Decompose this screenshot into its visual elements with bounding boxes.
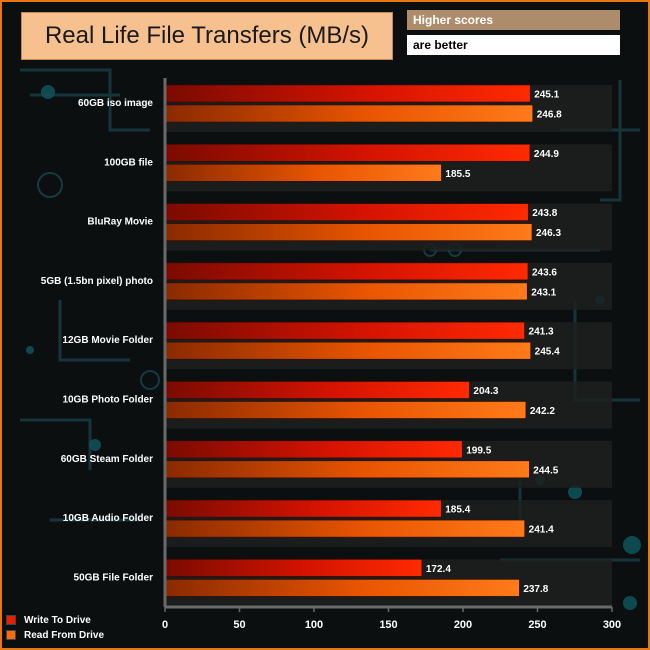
value-label-write: 185.4 [445,505,470,516]
legend-swatch-write [6,615,16,625]
bar-write [164,440,463,459]
value-label-write: 243.8 [532,208,557,219]
value-label-write: 172.4 [426,564,451,575]
legend-label-write: Write To Drive [24,614,91,626]
value-label-read: 244.5 [533,465,558,476]
category-label: 5GB (1.5bn pixel) photo [41,276,153,287]
x-tick-label: 150 [379,619,397,631]
are-better-note: are better [407,35,620,55]
bar-read [164,579,520,597]
value-label-read: 185.5 [445,169,470,180]
higher-scores-note: Higher scores [407,10,620,30]
bar-read [164,104,534,123]
value-label-read: 242.2 [530,406,555,417]
value-label-read: 243.1 [531,287,556,298]
x-tick-label: 250 [528,619,546,631]
bar-read [164,460,530,479]
bar-write [164,144,531,162]
legend-swatch-read [6,630,16,640]
category-label: 12GB Movie Folder [62,335,153,346]
value-label-write: 243.6 [532,267,557,278]
bar-write [164,203,529,221]
bar-read [164,164,442,182]
legend-item-read: Read From Drive [6,628,104,642]
bar-write [164,321,525,340]
legend-label-read: Read From Drive [24,629,105,641]
category-label: 60GB Steam Folder [61,454,153,465]
bar-read [164,223,533,241]
value-label-write: 204.3 [473,386,498,397]
bar-write [164,262,529,281]
x-tick-label: 200 [454,619,472,631]
value-label-read: 245.4 [535,347,560,358]
bar-write [164,499,442,518]
value-label-read: 237.8 [523,584,548,595]
x-tick-label: 50 [233,619,245,631]
value-label-write: 241.3 [529,327,554,338]
value-label-read: 246.3 [536,228,561,239]
category-label: 60GB iso image [78,98,153,109]
legend-item-write: Write To Drive [6,613,104,627]
category-label: BluRay Movie [87,217,153,228]
x-tick-label: 100 [305,619,323,631]
category-label: 50GB File Folder [74,572,154,583]
bar-read [164,282,528,301]
bar-read [164,401,527,419]
bar-write [164,559,423,577]
bar-write [164,84,531,103]
legend: Write To Drive Read From Drive [6,613,104,643]
category-label: 10GB Audio Folder [63,513,153,524]
value-label-write: 245.1 [534,90,559,101]
category-label: 100GB file [104,157,153,168]
value-label-write: 199.5 [466,445,491,456]
bar-write [164,381,470,399]
bar-read [164,341,531,360]
x-tick-label: 300 [603,619,621,631]
category-label: 10GB Photo Folder [62,395,153,406]
x-tick-label: 0 [162,619,168,631]
chart-title: Real Life File Transfers (MB/s) [21,12,393,60]
value-label-read: 241.4 [529,525,554,536]
value-label-write: 244.9 [534,149,559,160]
bar-read [164,519,525,538]
value-label-read: 246.8 [537,110,562,121]
